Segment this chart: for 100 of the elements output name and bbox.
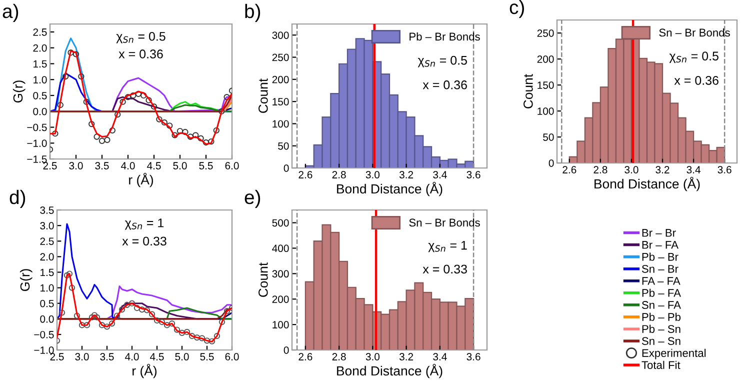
x-tick-label: 2.6 — [298, 353, 312, 360]
y-tick-label: 150 — [538, 82, 554, 89]
y-tick-label: 100 — [272, 120, 289, 128]
x-tick-label: 3.5 — [100, 353, 114, 360]
chart-title: e) — [244, 190, 260, 208]
chart-title: d) — [10, 190, 26, 208]
x-axis-title: Bond Distance (Å) — [337, 364, 442, 378]
legend-label: Pb – Br — [642, 252, 678, 261]
y-tick-label: 50 — [278, 142, 289, 150]
legend-label: Sn – FA — [642, 301, 681, 309]
y-tick-label: 2.5 — [33, 28, 47, 36]
x-tick-label: 3.2 — [399, 353, 414, 360]
x-tick-label: 4.0 — [121, 162, 135, 170]
y-tick-label: 500 — [272, 219, 289, 227]
y-tick-label: 1.0 — [40, 284, 54, 292]
y-tick-label: 250 — [272, 54, 289, 62]
y-tick-label: 0 — [548, 160, 554, 167]
y-tick-label: 100 — [538, 108, 554, 115]
y-tick-label: 300 — [272, 270, 289, 278]
x-tick-label: 4.5 — [147, 162, 161, 170]
x-tick-label: 3.4 — [433, 353, 447, 360]
chart-title: a) — [2, 4, 18, 22]
y-tick-label: −1.0 — [27, 140, 47, 147]
x-tick-label: 3.2 — [656, 166, 670, 174]
y-axis-title: Count — [524, 74, 533, 108]
legend-label: Pb – Br Bonds — [410, 32, 480, 41]
x-tick-label: 5.5 — [200, 353, 214, 360]
legend-label: Sn – Br Bonds — [659, 28, 730, 37]
annotation: χ$_{Sn}$ = 1 — [124, 218, 164, 230]
y-tick-label: 3.0 — [40, 222, 54, 230]
x-tick-label: 4.0 — [125, 353, 139, 360]
y-tick-label: −1.0 — [34, 346, 54, 354]
y-tick-label: 200 — [272, 296, 289, 303]
legend-label: Pb – Sn — [642, 324, 680, 333]
x-tick-label: 2.6 — [298, 171, 312, 178]
x-tick-label: 3.4 — [433, 171, 447, 178]
annotation: x = 0.36 — [674, 76, 718, 85]
legend-label: Sn – Br — [642, 264, 678, 273]
y-axis-title: G(r) — [12, 80, 26, 103]
y-tick-label: 0.5 — [40, 300, 54, 308]
annotation: χ$_{Sn}$ = 0.5 — [669, 52, 718, 63]
x-tick-label: 3.5 — [95, 162, 109, 170]
y-axis-title: Count — [258, 78, 268, 113]
legend-label: Experimental — [642, 348, 706, 360]
x-axis-title: Bond Distance (Å) — [337, 182, 442, 196]
y-tick-label: 1.0 — [34, 76, 47, 84]
annotation: x = 0.36 — [118, 50, 163, 58]
y-tick-label: −0.5 — [34, 330, 54, 338]
y-tick-label: 250 — [537, 30, 554, 37]
legend-label: FA – FA — [642, 277, 680, 285]
x-tick-label: 3.0 — [366, 353, 380, 360]
legend-label: Br – Br — [642, 229, 676, 237]
legend-label: Sn – Sn — [642, 337, 680, 345]
annotation: χ$_{Sn}$ = 0.5 — [116, 32, 166, 44]
chart-title: b) — [245, 4, 260, 22]
annotation: x = 0.36 — [422, 80, 467, 90]
y-tick-label: 2.0 — [33, 44, 47, 52]
y-tick-label: 3.5 — [40, 206, 54, 214]
y-tick-label: 1.5 — [40, 268, 54, 276]
x-tick-label: 5.0 — [175, 353, 189, 360]
x-tick-label: 5.5 — [199, 162, 213, 170]
y-tick-label: 2.0 — [40, 253, 54, 261]
x-tick-label: 3.6 — [466, 353, 480, 360]
y-tick-label: −0.5 — [27, 124, 47, 132]
y-tick-label: 200 — [272, 76, 289, 84]
y-tick-label: 0.5 — [33, 92, 47, 100]
x-tick-label: 5.0 — [173, 162, 187, 170]
x-tick-label: 6.0 — [225, 162, 239, 170]
annotation: x = 0.33 — [122, 236, 166, 246]
y-tick-label: −1.5 — [27, 156, 47, 163]
y-tick-label: 150 — [272, 98, 289, 106]
x-axis-title: r (Å) — [129, 172, 154, 188]
x-tick-label: 3.0 — [69, 162, 83, 170]
y-tick-label: 0 — [284, 164, 289, 172]
annotation: χ$_{Sn}$ = 1 — [428, 240, 467, 252]
x-axis-title: r (Å) — [132, 364, 157, 378]
y-tick-label: 0.0 — [40, 315, 54, 323]
legend-label: Pb – FA — [642, 288, 681, 297]
y-tick-label: 200 — [537, 56, 554, 63]
y-tick-label: 100 — [272, 321, 289, 328]
x-tick-label: 2.8 — [332, 171, 346, 178]
y-tick-label: 50 — [543, 134, 554, 141]
x-tick-label: 3.0 — [366, 171, 380, 178]
x-tick-label: 2.8 — [332, 353, 346, 360]
x-tick-label: 3.4 — [686, 166, 700, 174]
x-tick-label: 3.2 — [399, 171, 414, 178]
x-tick-label: 3.0 — [75, 353, 89, 360]
y-tick-label: 300 — [272, 32, 289, 39]
x-tick-label: 3.0 — [624, 166, 638, 174]
annotation: χ$_{Sn}$ = 0.5 — [418, 56, 467, 68]
y-tick-label: 400 — [272, 244, 289, 252]
y-tick-label: 1.5 — [34, 60, 47, 68]
x-axis-title: Bond Distance (Å) — [594, 176, 700, 192]
x-tick-label: 4.5 — [150, 353, 164, 360]
x-tick-label: 2.6 — [562, 166, 576, 174]
y-tick-label: 0 — [284, 346, 289, 354]
y-axis-title: Count — [258, 262, 268, 297]
legend-label: Sn – Br Bonds — [409, 218, 480, 227]
x-tick-label: 6.0 — [225, 353, 239, 360]
x-tick-label: 2.5 — [50, 353, 64, 360]
